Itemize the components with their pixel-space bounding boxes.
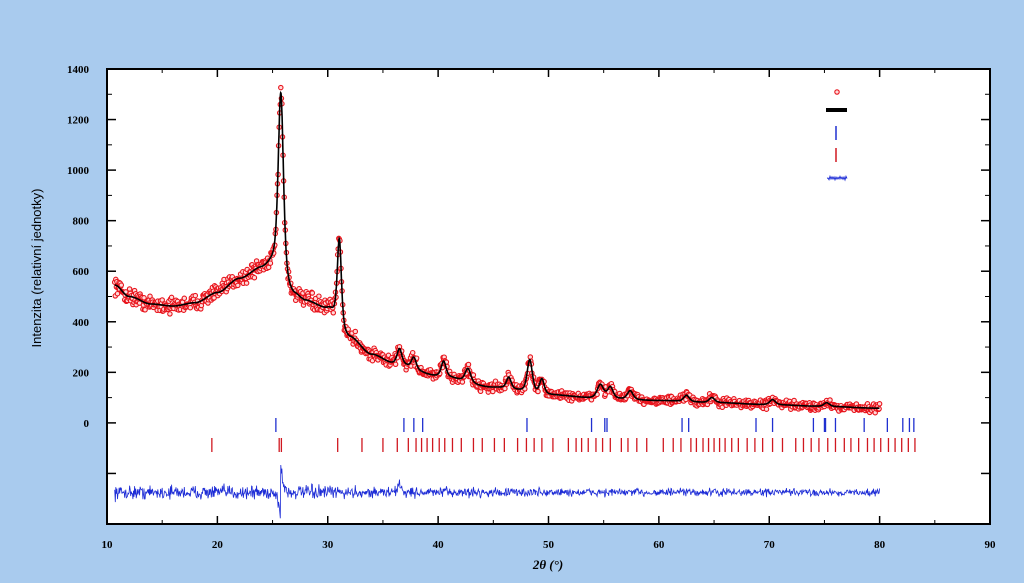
x-tick-label: 40 [433, 539, 445, 551]
observed-point [465, 361, 472, 368]
observed-point [126, 286, 133, 292]
x-tick-label: 50 [543, 539, 555, 551]
x-tick-label: 10 [102, 539, 114, 551]
x-tick-label: 70 [764, 539, 776, 551]
observed-point [502, 385, 508, 392]
observed-point [409, 349, 416, 356]
difference-curve [114, 464, 880, 519]
observed-point [251, 274, 258, 281]
y-tick-label: 400 [73, 317, 90, 329]
observed-point [114, 290, 121, 297]
y-tick-label: 0 [84, 418, 90, 430]
y-tick-label: 1400 [67, 64, 90, 76]
reflection-markers [211, 418, 916, 452]
x-axis-title: 2θ (°) [532, 557, 563, 572]
y-tick-label: 800 [73, 216, 90, 228]
observed-point [192, 292, 199, 299]
observed-point [827, 397, 833, 403]
observed-point [159, 297, 165, 303]
observed-point [167, 311, 173, 317]
y-axis-title: Intenzita (relativní jednotky) [29, 189, 44, 348]
observed-point [243, 280, 250, 286]
legend-observed-symbol [834, 89, 840, 95]
observed-point [118, 282, 125, 288]
x-tick-label: 30 [322, 539, 334, 551]
observed-point [187, 304, 194, 311]
observed-point [235, 282, 241, 289]
observed-point [316, 293, 322, 299]
difference-line [114, 464, 880, 519]
plot-area [106, 68, 991, 525]
observed-point [459, 379, 466, 385]
observed-point [876, 401, 883, 407]
observed-point [763, 406, 770, 412]
x-tick-label: 80 [874, 539, 886, 551]
observed-point [181, 295, 188, 302]
observed-point [267, 260, 274, 266]
observed-point [309, 290, 316, 296]
observed-point [142, 307, 148, 313]
observed-point [278, 84, 284, 91]
observed-point [141, 295, 147, 301]
x-tick-label: 20 [212, 539, 224, 551]
observed-point [535, 388, 541, 395]
observed-point [168, 294, 175, 301]
y-tick-label: 200 [73, 367, 90, 379]
observed-point [330, 310, 337, 316]
x-tick-label: 60 [653, 539, 665, 551]
y-tick-label: 600 [73, 266, 90, 278]
x-tick-label: 90 [985, 539, 997, 551]
y-tick-label: 1000 [67, 165, 90, 177]
axis-ticks: 10 20 30 40 50 60 70 80 90 0 200 400 600 800 1000 1200 1… [67, 64, 996, 551]
y-tick-label: 1200 [67, 115, 90, 127]
observed-point [352, 328, 359, 335]
observed-point [392, 361, 399, 368]
